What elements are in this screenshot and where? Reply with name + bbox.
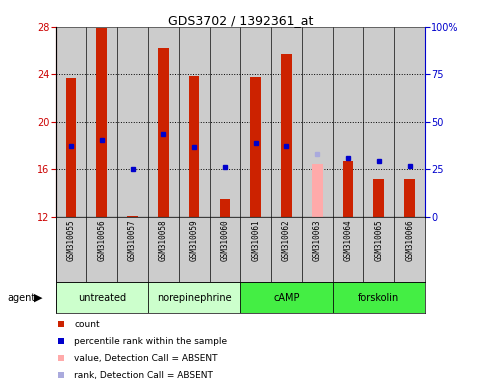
Bar xyxy=(148,282,241,313)
Bar xyxy=(96,28,107,217)
Bar xyxy=(333,27,364,217)
Bar xyxy=(271,27,302,217)
Bar xyxy=(66,78,76,217)
Bar xyxy=(148,27,179,217)
Bar xyxy=(210,27,240,217)
Text: GSM310062: GSM310062 xyxy=(282,219,291,260)
Bar xyxy=(117,27,148,217)
Text: GSM310065: GSM310065 xyxy=(374,219,384,260)
Text: agent: agent xyxy=(7,293,35,303)
Bar xyxy=(404,179,415,217)
Bar xyxy=(312,164,323,217)
Bar xyxy=(179,27,210,217)
Bar xyxy=(240,282,333,313)
Bar xyxy=(333,282,425,313)
Bar xyxy=(394,27,425,217)
Text: ▶: ▶ xyxy=(34,293,43,303)
Bar xyxy=(127,216,138,217)
Bar xyxy=(364,27,394,217)
Bar xyxy=(56,27,86,217)
Text: norepinephrine: norepinephrine xyxy=(157,293,231,303)
Text: GSM310060: GSM310060 xyxy=(220,219,229,260)
Bar xyxy=(219,199,230,217)
Bar xyxy=(373,179,384,217)
Text: GSM310058: GSM310058 xyxy=(159,219,168,260)
Bar xyxy=(250,77,261,217)
Bar xyxy=(240,27,271,217)
Bar xyxy=(189,76,199,217)
Title: GDS3702 / 1392361_at: GDS3702 / 1392361_at xyxy=(168,14,313,27)
Text: GSM310061: GSM310061 xyxy=(251,219,260,260)
Text: forskolin: forskolin xyxy=(358,293,399,303)
Bar xyxy=(342,161,354,217)
Text: untreated: untreated xyxy=(78,293,126,303)
Bar xyxy=(302,27,333,217)
Bar xyxy=(281,54,292,217)
Text: GSM310064: GSM310064 xyxy=(343,219,353,260)
Text: cAMP: cAMP xyxy=(273,293,300,303)
Bar xyxy=(86,27,117,217)
Text: GSM310063: GSM310063 xyxy=(313,219,322,260)
Bar xyxy=(56,282,148,313)
Text: rank, Detection Call = ABSENT: rank, Detection Call = ABSENT xyxy=(74,371,213,380)
Text: GSM310055: GSM310055 xyxy=(67,219,75,260)
Text: GSM310066: GSM310066 xyxy=(405,219,414,260)
Text: GSM310056: GSM310056 xyxy=(97,219,106,260)
Text: count: count xyxy=(74,320,99,329)
Text: value, Detection Call = ABSENT: value, Detection Call = ABSENT xyxy=(74,354,217,363)
Text: GSM310059: GSM310059 xyxy=(190,219,199,260)
Text: GSM310057: GSM310057 xyxy=(128,219,137,260)
Text: percentile rank within the sample: percentile rank within the sample xyxy=(74,337,227,346)
Bar xyxy=(158,48,169,217)
